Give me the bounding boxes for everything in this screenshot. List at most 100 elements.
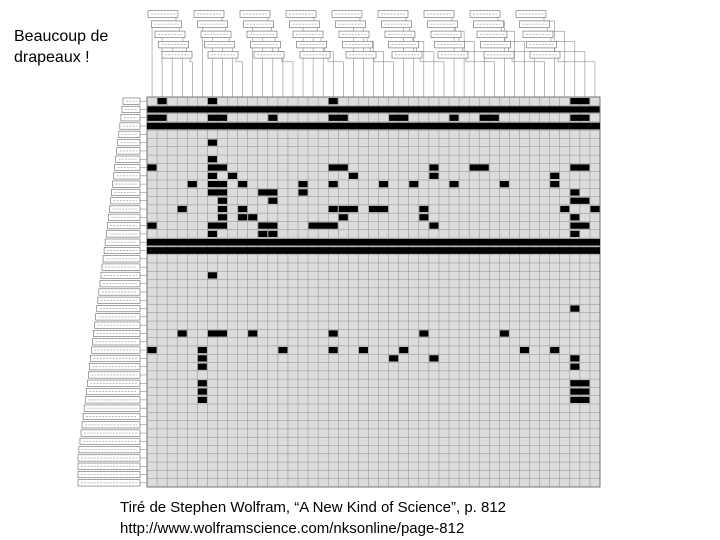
rule-label-box: [285, 10, 317, 18]
black-cell: [308, 222, 338, 229]
rule-label-box: [207, 51, 239, 59]
black-cell: [368, 205, 389, 213]
rule-label-box: [83, 404, 141, 412]
black-cell: [550, 180, 560, 188]
black-cell: [328, 205, 338, 213]
black-cell: [570, 305, 580, 312]
black-cell: [389, 114, 409, 121]
black-cell: [258, 189, 278, 196]
black-cell: [479, 114, 499, 121]
black-cell: [197, 363, 207, 370]
black-cell: [570, 114, 590, 121]
black-cell: [147, 222, 157, 229]
rule-label-box: [345, 51, 377, 59]
black-cell: [570, 197, 590, 204]
rule-label-box: [292, 30, 324, 39]
black-cell: [197, 355, 207, 362]
black-cell: [389, 355, 399, 362]
black-cell: [177, 205, 187, 213]
black-cell: [207, 180, 228, 188]
rule-label-box: [469, 10, 501, 18]
black-cell: [570, 189, 580, 196]
black-cell: [248, 330, 258, 337]
black-cell: [429, 222, 439, 229]
rule-label-box: [423, 10, 455, 18]
rule-label-box: [289, 20, 320, 28]
black-cell: [570, 355, 580, 362]
black-cell: [258, 230, 268, 238]
black-cell: [348, 172, 358, 179]
rule-label-box: [250, 40, 281, 49]
source-caption: Tiré de Stephen Wolfram, “A New Kind of …: [120, 497, 710, 539]
rule-label-box: [437, 51, 469, 59]
rule-label-box: [161, 51, 193, 59]
black-cell: [570, 164, 590, 171]
black-cell: [328, 180, 338, 188]
black-cell: [207, 272, 217, 279]
rule-label-box: [430, 30, 462, 39]
black-cell: [338, 205, 358, 213]
rule-label-box: [243, 20, 274, 28]
black-cell: [570, 98, 590, 105]
black-cell: [449, 114, 459, 121]
black-cell: [499, 180, 509, 188]
black-cell: [207, 98, 217, 105]
rule-label-box: [122, 97, 141, 105]
rule-label-box: [200, 30, 232, 39]
rule-label-box: [154, 30, 186, 39]
black-cell: [570, 380, 590, 387]
black-cell: [238, 205, 248, 213]
rule-label-box: [381, 20, 412, 28]
black-cell: [207, 156, 217, 163]
rule-label-box: [519, 20, 550, 28]
black-cell: [207, 189, 228, 196]
rule-label-box: [158, 40, 189, 49]
rule-label-box: [384, 30, 416, 39]
grid-background: [146, 96, 601, 488]
black-cell: [207, 172, 217, 179]
rule-label-box: [483, 51, 515, 59]
black-cell: [419, 330, 429, 337]
black-cell: [298, 180, 308, 188]
black-cell: [147, 114, 167, 121]
rule-label-box: [522, 30, 554, 39]
black-row: [147, 238, 600, 246]
black-cell: [328, 346, 338, 354]
black-cell: [550, 172, 560, 179]
black-cell: [207, 114, 228, 121]
black-cell: [429, 355, 439, 362]
black-cell: [570, 230, 580, 238]
black-cell: [268, 197, 278, 204]
black-cell: [570, 363, 580, 370]
black-cell: [147, 346, 157, 354]
black-cell: [197, 346, 207, 354]
black-cell: [328, 330, 338, 337]
black-cell: [298, 189, 308, 196]
black-cell: [570, 396, 590, 404]
black-cell: [207, 330, 228, 337]
black-cell: [157, 98, 167, 105]
black-cell: [550, 346, 560, 354]
rule-label-box: [246, 30, 278, 39]
black-cell: [217, 205, 228, 213]
black-cell: [419, 214, 429, 221]
black-cell: [207, 164, 228, 171]
black-cell: [328, 164, 348, 171]
black-cell: [217, 214, 228, 221]
black-cell: [207, 222, 228, 229]
black-cell: [197, 396, 207, 404]
rule-label-box: [473, 20, 504, 28]
black-cell: [147, 164, 157, 171]
black-cell: [217, 197, 228, 204]
rule-label-box: [388, 40, 419, 49]
rule-label-box: [391, 51, 423, 59]
caption-url: http://www.wolframscience.com/nksonline/…: [120, 520, 465, 537]
rule-label-box: [526, 40, 557, 49]
black-cell: [499, 330, 509, 337]
rule-label-box: [342, 40, 373, 49]
slide-title: Beaucoup de drapeaux !: [14, 26, 134, 68]
rule-label-box: [529, 51, 561, 59]
rule-label-box: [515, 10, 547, 18]
